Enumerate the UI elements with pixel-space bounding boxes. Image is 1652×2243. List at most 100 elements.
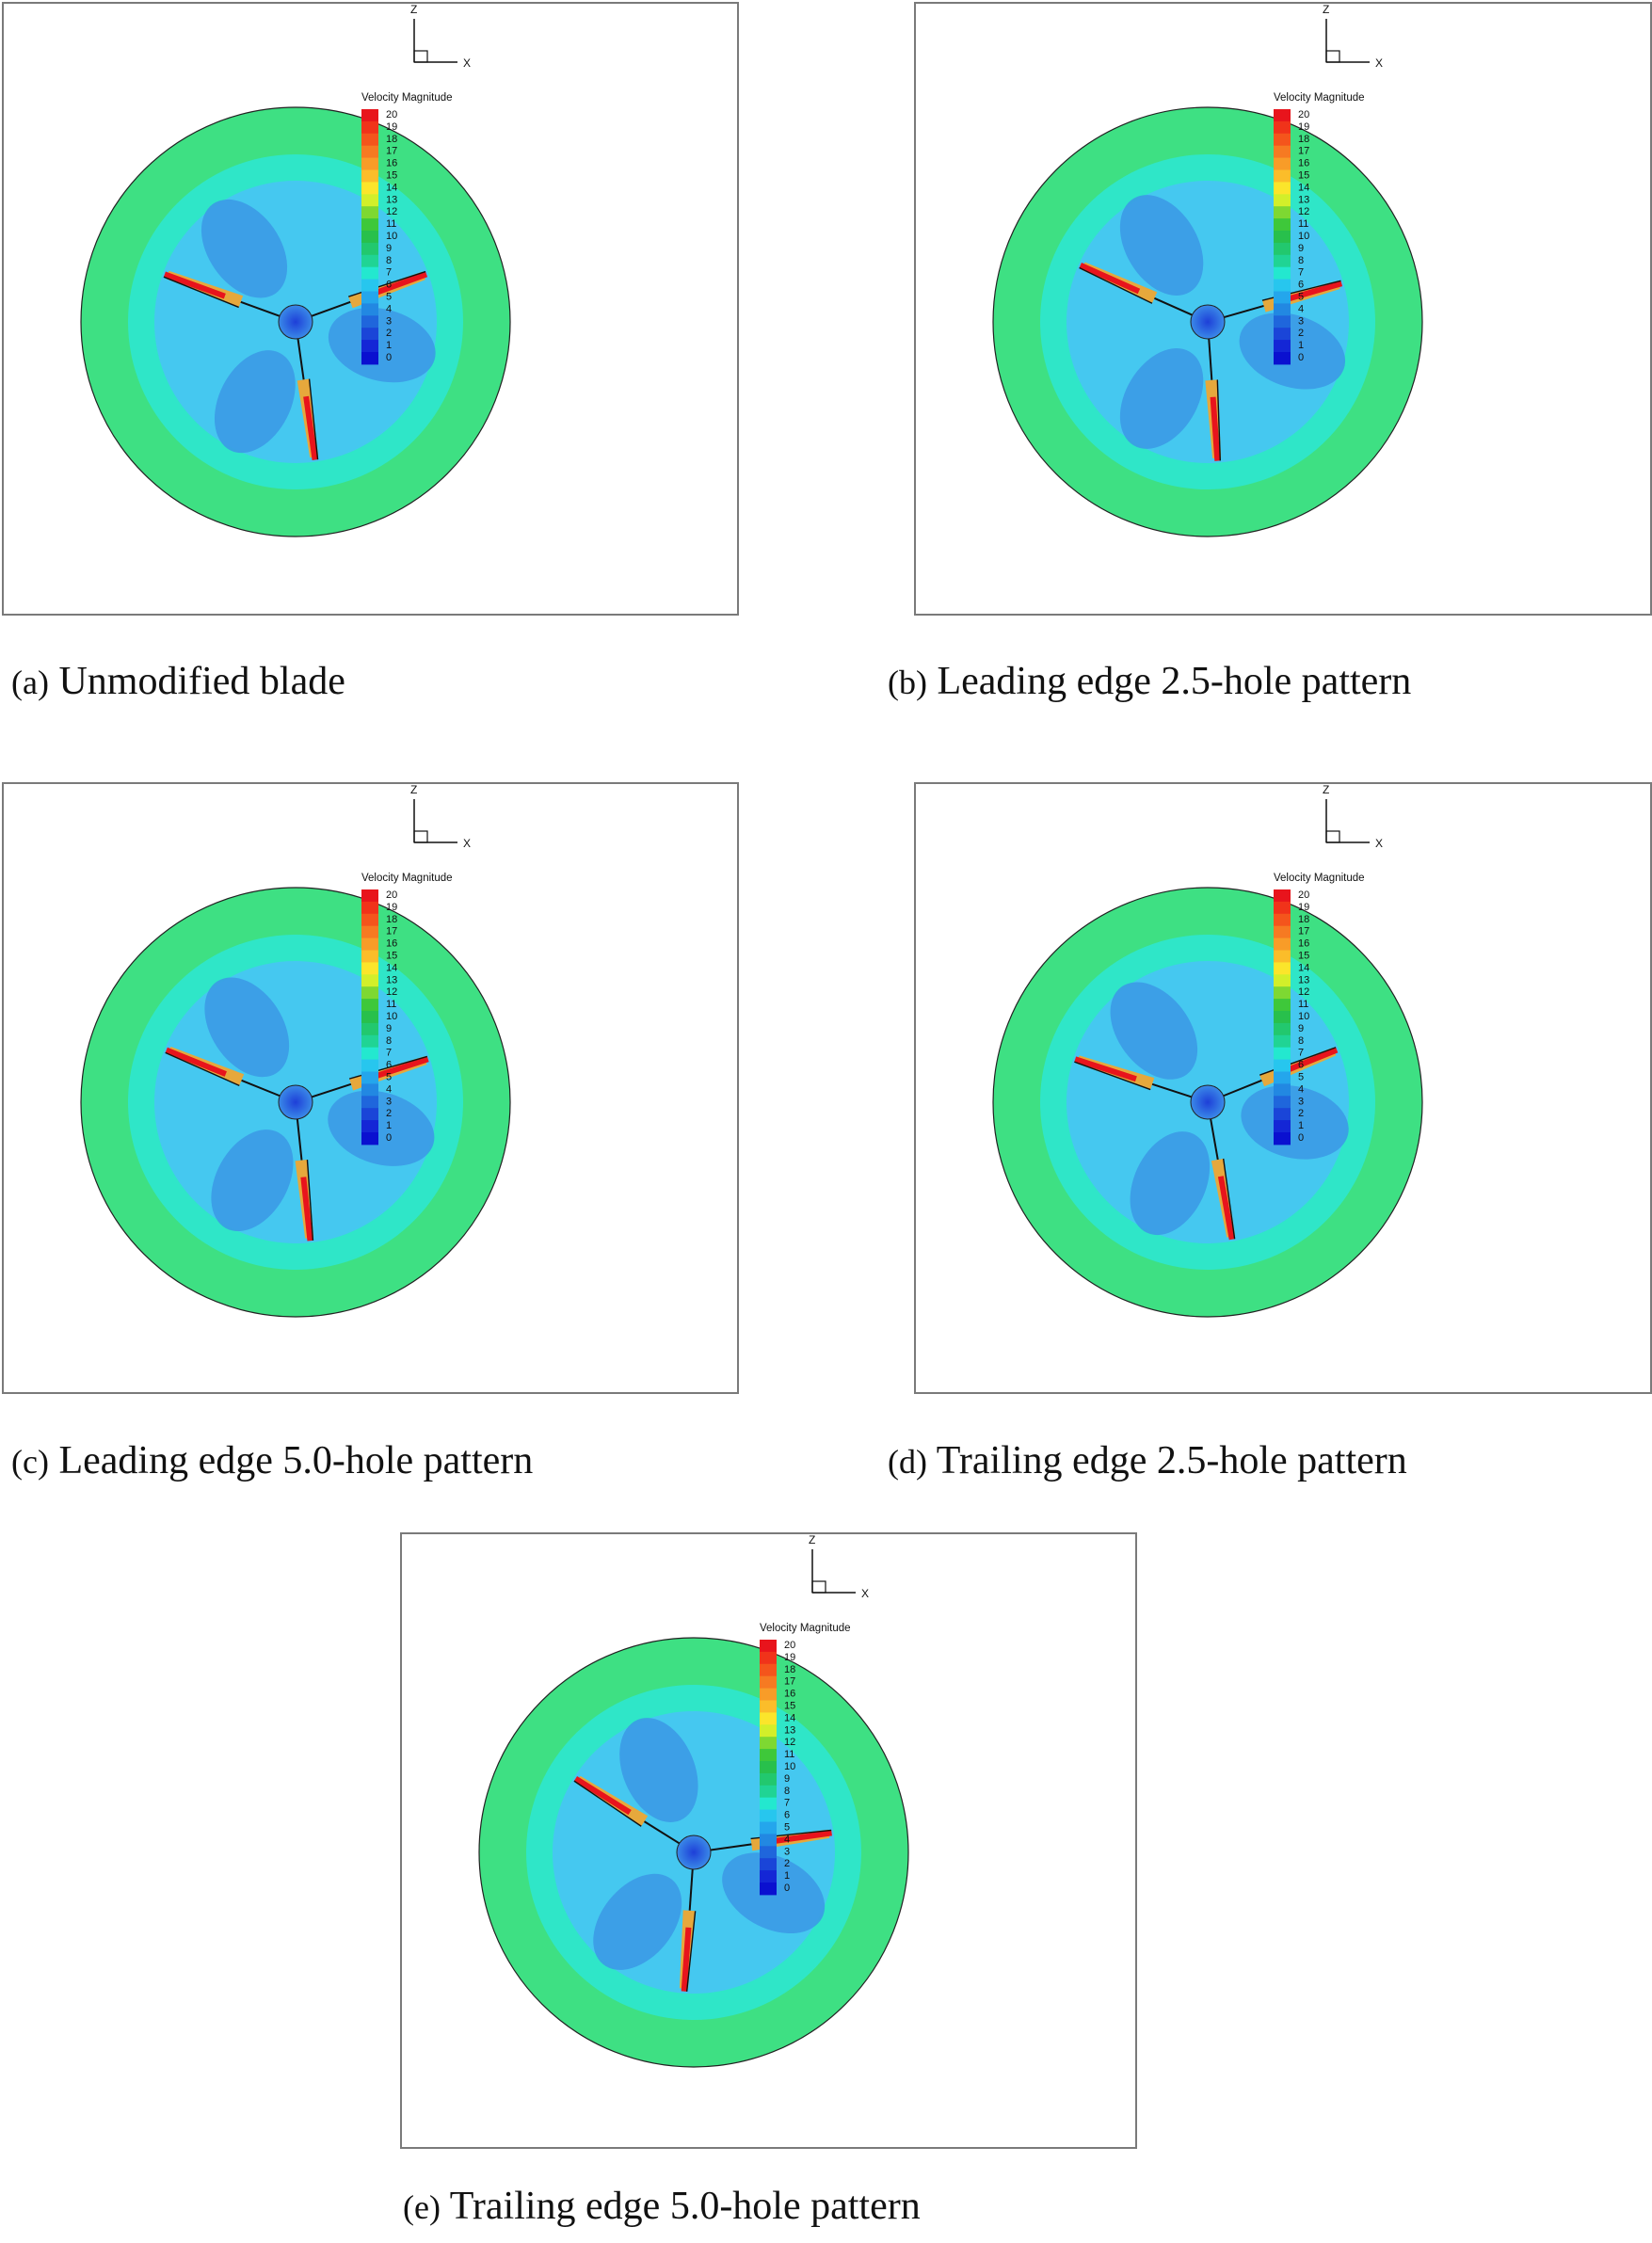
legend-level-6: 6 — [386, 1060, 392, 1071]
x-axis-label: X — [861, 1587, 869, 1600]
caption-text-c: Leading edge 5.0-hole pattern — [58, 1439, 534, 1482]
legend-swatch — [760, 1688, 777, 1701]
axis-triad: ZX — [1323, 4, 1383, 70]
rotor-hub — [1190, 304, 1226, 340]
legend-level-5: 5 — [1298, 1072, 1304, 1083]
caption-d: (d) Trailing edge 2.5-hole pattern — [888, 1438, 1407, 1483]
low-velocity-lobe — [328, 1090, 435, 1166]
caption-a: (a) Unmodified blade — [11, 659, 345, 704]
low-velocity-lobe — [1119, 195, 1204, 296]
caption-text-d: Trailing edge 2.5-hole pattern — [936, 1439, 1407, 1482]
legend-title: Velocity Magnitude — [361, 92, 453, 104]
legend-level-11: 11 — [1298, 218, 1308, 230]
legend-level-14: 14 — [386, 182, 397, 193]
legend-level-9: 9 — [1298, 1023, 1304, 1034]
legend-swatch — [361, 291, 378, 304]
z-axis-label: Z — [1323, 784, 1329, 796]
x-axis-label: X — [1375, 837, 1383, 850]
caption-letter-c: (c) — [11, 1443, 49, 1481]
legend-level-17: 17 — [1298, 146, 1309, 157]
legend-level-5: 5 — [386, 1072, 392, 1083]
legend-level-2: 2 — [784, 1858, 790, 1869]
blade-edge — [163, 276, 239, 309]
legend-level-9: 9 — [386, 243, 392, 254]
legend-swatch — [1274, 133, 1291, 147]
legend-swatch — [1274, 120, 1291, 135]
legend-swatch — [361, 974, 378, 987]
axis-triad: ZX — [809, 1534, 869, 1600]
legend-swatch — [361, 254, 378, 268]
legend-swatch — [760, 1700, 777, 1713]
blade-root — [710, 1843, 752, 1851]
blade-root — [241, 1079, 281, 1097]
legend-swatch — [361, 133, 378, 147]
blade-root — [297, 338, 305, 380]
legend-swatch — [760, 1737, 777, 1750]
legend-level-0: 0 — [386, 1132, 392, 1144]
legend-swatch — [760, 1883, 777, 1896]
legend-swatch — [1274, 1096, 1291, 1109]
blade-root — [1153, 296, 1193, 316]
legend-level-2: 2 — [1298, 328, 1304, 339]
legend-swatch — [361, 937, 378, 951]
legend-level-7: 7 — [386, 1048, 392, 1059]
legend-level-3: 3 — [784, 1846, 790, 1857]
legend-level-1: 1 — [386, 1120, 392, 1131]
legend-swatch — [361, 109, 378, 122]
legend-level-4: 4 — [386, 1083, 392, 1095]
legend-level-13: 13 — [1298, 194, 1309, 205]
legend-swatch — [1274, 340, 1291, 353]
legend-swatch — [361, 194, 378, 207]
legend-swatch — [760, 1772, 777, 1786]
legend-level-6: 6 — [1298, 1060, 1304, 1071]
legend-swatch — [760, 1797, 777, 1811]
blade-root — [1224, 304, 1264, 318]
legend-level-20: 20 — [1298, 109, 1309, 120]
blade-root — [1208, 338, 1213, 380]
low-velocity-lobe — [1241, 1085, 1349, 1160]
legend-level-6: 6 — [1298, 280, 1304, 291]
legend-level-16: 16 — [386, 938, 397, 950]
legend-level-19: 19 — [386, 121, 397, 133]
legend-swatch — [1274, 194, 1291, 207]
low-velocity-lobe — [1119, 348, 1204, 449]
legend-swatch — [361, 913, 378, 927]
legend-level-15: 15 — [386, 951, 397, 962]
blade-root — [1151, 1082, 1193, 1098]
legend-level-8: 8 — [1298, 1035, 1304, 1047]
legend-level-13: 13 — [784, 1724, 795, 1736]
axis-origin-box — [1325, 830, 1340, 843]
legend-swatch — [1274, 1120, 1291, 1133]
legend-level-3: 3 — [1298, 315, 1304, 327]
legend-level-14: 14 — [784, 1712, 795, 1723]
caption-c: (c) Leading edge 5.0-hole pattern — [11, 1438, 533, 1483]
blade — [295, 1118, 314, 1242]
blade-root — [311, 300, 351, 317]
legend-swatch — [1274, 315, 1291, 328]
axis-triad: ZX — [1323, 784, 1383, 850]
axis-triad: ZX — [410, 4, 471, 70]
blade-tip-region — [365, 271, 428, 299]
legend-level-4: 4 — [784, 1834, 790, 1845]
legend-swatch — [760, 1761, 777, 1774]
blade-edge — [1222, 1158, 1236, 1240]
legend-level-15: 15 — [1298, 170, 1309, 182]
legend-level-5: 5 — [784, 1822, 790, 1834]
legend-swatch — [361, 1071, 378, 1084]
legend-swatch — [1274, 1083, 1291, 1097]
legend-level-12: 12 — [386, 986, 397, 998]
blade-edge — [1259, 1047, 1337, 1076]
x-axis-label: X — [1375, 56, 1383, 70]
legend-swatch — [1274, 986, 1291, 1000]
legend-swatch — [760, 1749, 777, 1762]
legend-level-8: 8 — [386, 1035, 392, 1047]
legend-level-17: 17 — [1298, 926, 1309, 937]
legend-swatch — [361, 1120, 378, 1133]
z-axis-label: Z — [809, 1534, 815, 1546]
legend-swatch — [1274, 913, 1291, 927]
legend-swatch — [361, 1011, 378, 1024]
legend-level-1: 1 — [1298, 340, 1304, 351]
legend-level-15: 15 — [784, 1701, 795, 1712]
legend-level-1: 1 — [386, 340, 392, 351]
legend-level-0: 0 — [386, 352, 392, 363]
